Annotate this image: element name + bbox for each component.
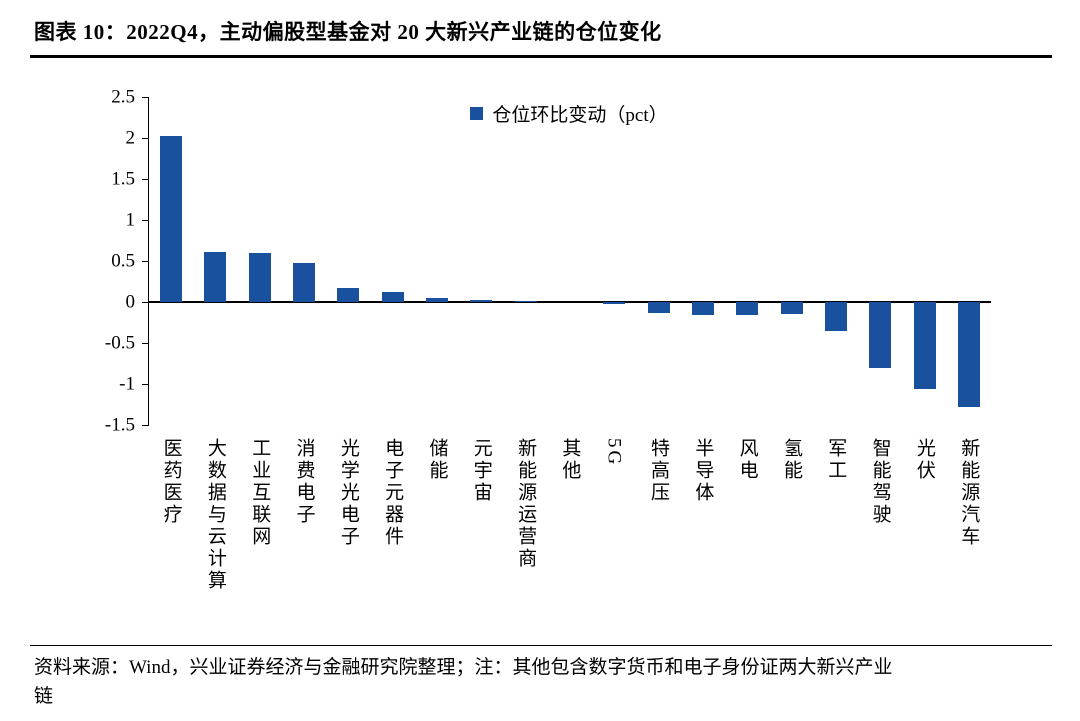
y-tick-label: -0.5	[104, 332, 135, 354]
x-label-slot: 新能源汽车	[946, 438, 990, 618]
y-axis: 2.5 2 1.5 1 0.5 0 -0.5 -1 -1.5	[60, 88, 148, 435]
x-axis-label: 氢能	[780, 438, 802, 482]
x-label-slot: 智能驾驶	[857, 438, 901, 618]
x-axis-label: 消费电子	[293, 438, 315, 526]
x-axis-label: 储能	[426, 438, 448, 482]
x-label-slot: 5G	[591, 438, 635, 618]
x-label-slot: 风电	[724, 438, 768, 618]
y-tick-mark	[142, 261, 149, 262]
x-axis-label: 军工	[825, 438, 847, 482]
plot-area	[142, 97, 991, 426]
y-tick-label: -1.5	[104, 414, 135, 436]
y-tick-mark	[142, 384, 149, 385]
bar-智能驾驶	[869, 302, 892, 368]
bar-医药医疗	[160, 136, 183, 302]
x-axis-label: 元宇宙	[470, 438, 492, 504]
x-label-slot: 新能源运营商	[503, 438, 547, 618]
bar-光伏	[913, 302, 936, 389]
x-label-slot: 医药医疗	[148, 438, 192, 618]
bar-军工	[824, 302, 847, 331]
figure-title: 图表 10：2022Q4，主动偏股型基金对 20 大新兴产业链的仓位变化	[34, 20, 662, 44]
bar-5G	[603, 302, 626, 304]
x-label-slot: 半导体	[680, 438, 724, 618]
x-axis-label: 风电	[736, 438, 758, 482]
y-tick-label: 0	[125, 291, 136, 313]
bar-光学光电子	[337, 288, 360, 302]
x-axis-label: 大数据与云计算	[204, 438, 226, 592]
x-axis-label: 新能源运营商	[515, 438, 537, 570]
y-tick-label: 1	[125, 209, 136, 231]
x-label-slot: 工业互联网	[237, 438, 281, 618]
bar-氢能	[780, 302, 803, 315]
y-tick-mark	[142, 97, 149, 98]
x-axis-label: 5G	[603, 438, 625, 468]
bar-储能	[426, 297, 449, 302]
x-axis-label: 电子元器件	[382, 438, 404, 548]
x-axis-label: 光学光电子	[337, 438, 359, 548]
source-note-text: 资料来源：Wind，兴业证券经济与金融研究院整理；注：其他包含数字货币和电子身份…	[34, 657, 893, 708]
bar-消费电子	[293, 263, 316, 302]
x-axis-label: 新能源汽车	[958, 438, 980, 548]
y-tick-label: 1.5	[111, 168, 135, 190]
x-label-slot: 氢能	[768, 438, 812, 618]
y-tick-label: 0.5	[111, 250, 135, 272]
bar-特高压	[647, 302, 670, 313]
y-tick-mark	[142, 179, 149, 180]
y-tick-label: -1	[119, 373, 135, 395]
x-label-slot: 特高压	[635, 438, 679, 618]
x-axis-labels: 医药医疗 大数据与云计算 工业互联网 消费电子 光学光电子 电子元器件 储能 元宇宙 新能源运营…	[148, 438, 990, 618]
source-note: 资料来源：Wind，兴业证券经济与金融研究院整理；注：其他包含数字货币和电子身份…	[30, 645, 1052, 712]
figure-title-bar: 图表 10：2022Q4，主动偏股型基金对 20 大新兴产业链的仓位变化	[30, 0, 1052, 58]
x-axis-label: 医药医疗	[160, 438, 182, 526]
bar-电子元器件	[381, 292, 404, 302]
x-label-slot: 储能	[414, 438, 458, 618]
x-label-slot: 光学光电子	[325, 438, 369, 618]
y-tick-label: 2	[125, 127, 136, 149]
y-tick-mark	[142, 220, 149, 221]
zero-axis-line	[149, 301, 991, 303]
x-axis-label: 光伏	[913, 438, 935, 482]
x-axis-label: 工业互联网	[249, 438, 271, 548]
bar-新能源汽车	[957, 302, 980, 407]
x-axis-label: 特高压	[648, 438, 670, 504]
y-tick-label: 2.5	[111, 86, 135, 108]
bar-半导体	[691, 302, 714, 316]
x-label-slot: 其他	[547, 438, 591, 618]
y-tick-mark	[142, 343, 149, 344]
x-label-slot: 元宇宙	[458, 438, 502, 618]
y-tick-mark	[142, 302, 149, 303]
bar-风电	[736, 302, 759, 316]
bar-工业互联网	[248, 252, 271, 302]
x-label-slot: 光伏	[901, 438, 945, 618]
y-tick-mark	[142, 138, 149, 139]
x-label-slot: 电子元器件	[370, 438, 414, 618]
x-axis-label: 其他	[559, 438, 581, 482]
x-label-slot: 消费电子	[281, 438, 325, 618]
x-label-slot: 军工	[813, 438, 857, 618]
x-axis-label: 智能驾驶	[869, 438, 891, 526]
x-label-slot: 大数据与云计算	[192, 438, 236, 618]
y-tick-mark	[142, 425, 149, 426]
bar-新能源运营商	[514, 301, 537, 303]
bar-大数据与云计算	[204, 251, 227, 302]
x-axis-label: 半导体	[692, 438, 714, 504]
bar-元宇宙	[470, 300, 493, 302]
